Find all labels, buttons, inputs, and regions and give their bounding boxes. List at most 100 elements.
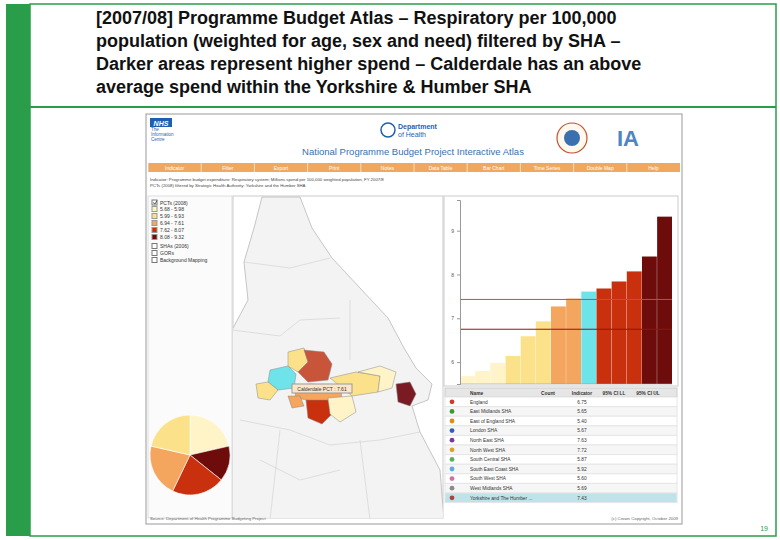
menu-divider (254, 163, 255, 172)
row-marker (450, 409, 455, 414)
bar[interactable] (581, 292, 596, 384)
bar[interactable] (612, 281, 627, 384)
table-row (445, 435, 677, 445)
slide-frame (30, 4, 776, 536)
pct-region[interactable] (288, 396, 304, 408)
menu-item[interactable]: Filter (222, 165, 233, 171)
tick-mark (457, 318, 460, 319)
bar[interactable] (536, 321, 551, 384)
menu-item[interactable]: Export (274, 165, 289, 171)
table-row (445, 455, 677, 465)
pct-region[interactable] (358, 366, 396, 392)
legend-swatch (152, 235, 157, 240)
table-cell: 6.75 (577, 400, 587, 405)
dh-logo-text: of Health (398, 131, 426, 138)
table-cell: 5.65 (577, 409, 587, 414)
bar[interactable] (642, 257, 657, 384)
boundary (360, 440, 370, 518)
table-cell: East Midlands SHA (470, 409, 512, 414)
bar[interactable] (460, 376, 475, 384)
chart-panel (444, 196, 678, 386)
land (233, 197, 443, 518)
indicator-text: Indicator: Programme budget expenditure:… (150, 177, 384, 182)
screenshot-frame (146, 114, 682, 524)
menu-item[interactable]: Data Table (429, 165, 453, 171)
tick-mark (457, 362, 460, 363)
menu-divider (201, 163, 202, 172)
table-header-cell: Count (541, 391, 555, 396)
menu-item[interactable]: Time Series (534, 165, 561, 171)
row-marker (450, 447, 455, 452)
bar[interactable] (657, 217, 672, 384)
table-cell: 5.87 (577, 457, 587, 462)
checkbox (152, 244, 157, 249)
boundary (270, 430, 280, 518)
tick: 7 (451, 315, 460, 321)
nhs-logo-text: Centre (151, 137, 165, 142)
title-rule (30, 106, 776, 108)
page-number: 19 (760, 525, 768, 532)
menu-item[interactable]: Bar Chart (483, 165, 505, 171)
legend-layer[interactable]: PCTs (2008) (160, 200, 188, 206)
table-header-cell: Name (470, 391, 483, 396)
bar[interactable] (475, 371, 490, 384)
row-marker (450, 399, 455, 404)
table-header (445, 388, 677, 397)
pct-region[interactable] (256, 382, 278, 400)
bar[interactable] (566, 299, 581, 384)
legend-swatch (152, 221, 157, 226)
row-marker (450, 428, 455, 433)
boundary (260, 460, 340, 480)
table-cell: Yorkshire and The Humber ... (470, 496, 532, 501)
bar[interactable] (596, 288, 611, 384)
bar[interactable] (627, 271, 642, 384)
bar[interactable] (521, 336, 536, 384)
slide-title: population (weighted for age, sex and ne… (96, 31, 620, 51)
table-cell: South Central SHA (470, 457, 511, 462)
table-row (445, 474, 677, 484)
menu-item[interactable]: Help (648, 165, 659, 171)
bar[interactable] (505, 356, 520, 384)
table-cell: East of England SHA (470, 419, 516, 424)
table-row (445, 416, 677, 426)
boundary (244, 258, 330, 268)
boundary (350, 300, 351, 360)
legend-layer[interactable]: Background Mapping (160, 257, 207, 263)
pie (150, 415, 230, 495)
bar[interactable] (490, 363, 505, 384)
slide: [2007/08] Programme Budget Atlas – Respi… (0, 0, 780, 540)
tick: 6 (451, 359, 460, 365)
tick-label: 6 (451, 359, 454, 365)
axis-line (457, 201, 461, 385)
menu-item[interactable]: Double Map (587, 165, 614, 171)
pie-slice (151, 415, 190, 455)
menu-divider (573, 163, 574, 172)
pct-region[interactable] (298, 350, 332, 382)
side-strip (6, 4, 30, 536)
table-cell: 5.60 (577, 476, 587, 481)
table-cell: South West SHA (470, 476, 507, 481)
pct-region[interactable] (328, 396, 356, 422)
table-row (445, 397, 677, 407)
tick-label: 8 (451, 272, 454, 278)
legend-layer[interactable]: SHAs (2006) (160, 243, 189, 249)
menu-item[interactable]: Indicator (165, 165, 185, 171)
menu-divider (360, 163, 361, 172)
table-cell: 5.40 (577, 419, 587, 424)
menu-item[interactable]: Print (329, 165, 340, 171)
table-row (445, 493, 677, 503)
menu-divider (626, 163, 627, 172)
background (0, 0, 780, 540)
slide-title: Darker areas represent higher spend – Ca… (96, 54, 641, 74)
table-row (445, 483, 677, 493)
pct-region[interactable] (396, 382, 416, 406)
emblem (557, 123, 587, 153)
menu-item[interactable]: Notes (381, 165, 395, 171)
boundary (240, 420, 420, 445)
footer-text: Source: Department of Health Programme B… (150, 516, 266, 521)
pct-region[interactable] (306, 400, 332, 424)
table-row (445, 464, 677, 474)
legend-swatch (152, 214, 157, 219)
legend-layer[interactable]: GORs (160, 250, 174, 256)
bar[interactable] (551, 306, 566, 384)
